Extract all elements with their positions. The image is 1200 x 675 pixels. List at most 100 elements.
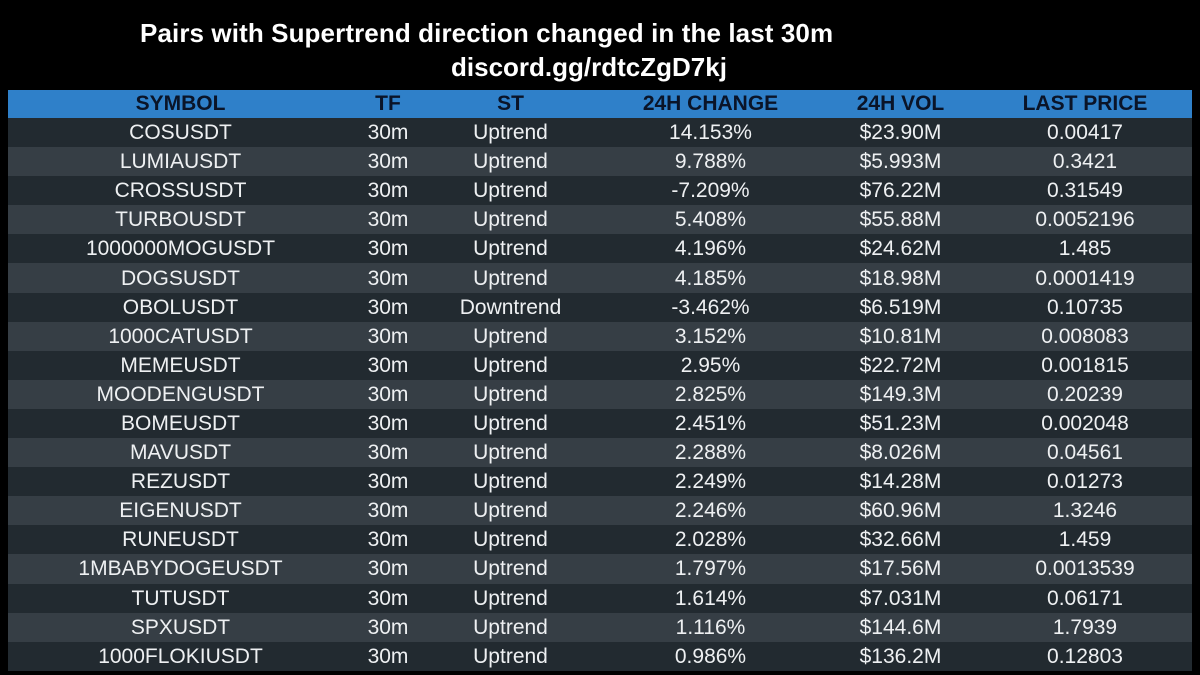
table-row[interactable]: EIGENUSDT 30m Uptrend 2.246% $60.96M 1.3246	[8, 496, 1192, 526]
pairs-table-container: SYMBOL TF ST 24H CHANGE 24H VOL LAST PRI…	[8, 90, 1192, 675]
cell-tf: 30m	[367, 441, 409, 465]
cell-24h-change: 1.116%	[675, 615, 746, 639]
column-header-last-price[interactable]: LAST PRICE	[1022, 92, 1148, 115]
cell-24h-vol: $14.28M	[859, 470, 942, 494]
cell-last-price: 1.485	[1058, 237, 1112, 261]
cell-symbol: MEMEUSDT	[120, 353, 241, 377]
cell-symbol: LUMIAUSDT	[119, 150, 242, 174]
table-row[interactable]: 1000FLOKIUSDT 30m Uptrend 0.986% $136.2M 0.12…	[8, 641, 1192, 671]
table-row[interactable]: 1MBABYDOGEUSDT 30m Uptrend 1.797% $17.56M 0.0…	[8, 554, 1192, 584]
table-row[interactable]: BOMEUSDT 30m Uptrend 2.451% $51.23M 0.002048	[8, 408, 1192, 439]
cell-st: Uptrend	[473, 441, 548, 465]
cell-symbol: CROSSUSDT	[114, 179, 247, 203]
cell-24h-change: 1.797%	[674, 557, 747, 581]
page-title: Pairs with Supertrend direction changed …	[140, 18, 834, 48]
cell-last-price: 0.20239	[1047, 382, 1123, 406]
cell-st: Downtrend	[459, 295, 562, 319]
cell-symbol: 1000FLOKIUSDT	[98, 644, 263, 668]
column-header-24h-change[interactable]: 24H CHANGE	[642, 92, 779, 115]
table-row[interactable]: CROSSUSDT 30m Uptrend -7.209% $76.22M 0.31549	[8, 176, 1192, 206]
column-header-24h-vol[interactable]: 24H VOL	[856, 92, 945, 115]
cell-tf: 30m	[367, 179, 409, 203]
cell-tf: 30m	[367, 586, 409, 610]
cell-last-price: 0.002048	[1041, 411, 1129, 435]
cell-tf: 30m	[367, 121, 409, 145]
column-header-tf[interactable]: TF	[375, 92, 401, 115]
cell-24h-vol: $149.3M	[859, 382, 942, 406]
cell-tf: 30m	[367, 644, 409, 668]
cell-st: Uptrend	[473, 382, 548, 406]
discord-link: discord.gg/rdtcZgD7kj	[451, 52, 727, 82]
cell-st: Uptrend	[473, 266, 548, 290]
cell-24h-vol: $32.66M	[859, 528, 942, 552]
cell-symbol: RUNEUSDT	[122, 528, 239, 552]
cell-24h-vol: $22.72M	[859, 353, 942, 377]
cell-st: Uptrend	[473, 557, 548, 581]
table-row[interactable]: SPXUSDT 30m Uptrend 1.116% $144.6M 1.7939	[8, 612, 1192, 642]
title-block: Pairs with Supertrend direction changed …	[0, 14, 1200, 88]
cell-last-price: 0.06171	[1047, 586, 1123, 610]
table-row[interactable]: TURBOUSDT 30m Uptrend 5.408% $55.88M 0.005219…	[8, 205, 1192, 235]
table-row[interactable]: 1000000MOGUSDT 30m Uptrend 4.196% $24.62M 1.4…	[8, 234, 1192, 264]
table-header-row: SYMBOL TF ST 24H CHANGE 24H VOL LAST PRI…	[8, 90, 1192, 118]
cell-24h-change: 9.788%	[674, 150, 747, 174]
cell-24h-change: -3.462%	[671, 295, 750, 319]
cell-24h-vol: $136.2M	[859, 644, 942, 668]
cell-24h-vol: $60.96M	[859, 499, 942, 523]
cell-24h-change: 0.986%	[674, 644, 747, 668]
cell-last-price: 0.0001419	[1035, 266, 1135, 290]
cell-last-price: 0.0052196	[1035, 208, 1135, 232]
cell-symbol: 1MBABYDOGEUSDT	[78, 557, 283, 581]
cell-st: Uptrend	[473, 586, 548, 610]
cell-tf: 30m	[367, 150, 409, 174]
cell-24h-change: 14.153%	[669, 121, 752, 145]
cell-last-price: 0.0013539	[1035, 557, 1135, 581]
cell-24h-change: 1.614%	[674, 586, 747, 610]
cell-tf: 30m	[367, 295, 409, 319]
cell-24h-vol: $24.62M	[859, 237, 942, 261]
cell-tf: 30m	[367, 208, 409, 232]
table-row[interactable]: 1000CATUSDT 30m Uptrend 3.152% $10.81M 0.0080…	[8, 321, 1192, 351]
cell-symbol: OBOLUSDT	[122, 295, 239, 319]
cell-last-price: 0.10735	[1047, 295, 1123, 319]
cell-last-price: 1.3246	[1052, 499, 1118, 523]
cell-tf: 30m	[367, 353, 409, 377]
column-header-st[interactable]: ST	[497, 92, 524, 115]
cell-tf: 30m	[367, 411, 409, 435]
cell-st: Uptrend	[473, 353, 548, 377]
cell-last-price: 1.459	[1058, 528, 1112, 552]
cell-24h-change: 4.185%	[674, 266, 747, 290]
cell-st: Uptrend	[473, 150, 548, 174]
cell-st: Uptrend	[473, 237, 548, 261]
table-row[interactable]: RUNEUSDT 30m Uptrend 2.028% $32.66M 1.459	[8, 525, 1192, 555]
table-row[interactable]: MEMEUSDT 30m Uptrend 2.95% $22.72M 0.001815	[8, 350, 1192, 380]
cell-last-price: 0.04561	[1047, 441, 1123, 465]
pairs-table: SYMBOL TF ST 24H CHANGE 24H VOL LAST PRI…	[8, 90, 1192, 671]
cell-tf: 30m	[367, 470, 409, 494]
table-row[interactable]: COSUSDT 30m Uptrend 14.153% $23.90M 0.00417	[8, 118, 1192, 148]
cell-symbol: EIGENUSDT	[119, 499, 242, 523]
cell-tf: 30m	[367, 382, 409, 406]
cell-24h-vol: $18.98M	[859, 266, 942, 290]
cell-24h-change: 2.451%	[674, 411, 747, 435]
cell-st: Uptrend	[473, 615, 548, 639]
table-row[interactable]: TUTUSDT 30m Uptrend 1.614% $7.031M 0.06171	[8, 583, 1192, 613]
cell-symbol: TURBOUSDT	[115, 208, 246, 232]
table-row[interactable]: MOODENGUSDT 30m Uptrend 2.825% $149.3M 0.2023…	[8, 379, 1192, 409]
cell-tf: 30m	[367, 499, 409, 523]
table-row[interactable]: REZUSDT 30m Uptrend 2.249% $14.28M 0.01273	[8, 467, 1192, 497]
cell-symbol: BOMEUSDT	[120, 411, 240, 435]
cell-last-price: 0.008083	[1041, 324, 1129, 348]
cell-24h-vol: $51.23M	[859, 411, 942, 435]
column-header-symbol[interactable]: SYMBOL	[135, 92, 226, 115]
table-row[interactable]: DOGSUSDT 30m Uptrend 4.185% $18.98M 0.0001419	[8, 263, 1192, 293]
cell-24h-change: 2.246%	[674, 499, 747, 523]
table-row[interactable]: OBOLUSDT 30m Downtrend -3.462% $6.519M 0.1073…	[8, 292, 1192, 322]
cell-st: Uptrend	[473, 499, 548, 523]
cell-symbol: REZUSDT	[130, 470, 231, 494]
cell-24h-vol: $23.90M	[859, 121, 942, 145]
table-row[interactable]: LUMIAUSDT 30m Uptrend 9.788% $5.993M 0.3421	[8, 147, 1192, 177]
table-row[interactable]: MAVUSDT 30m Uptrend 2.288% $8.026M 0.04561	[8, 438, 1192, 468]
cell-last-price: 0.3421	[1052, 150, 1118, 174]
